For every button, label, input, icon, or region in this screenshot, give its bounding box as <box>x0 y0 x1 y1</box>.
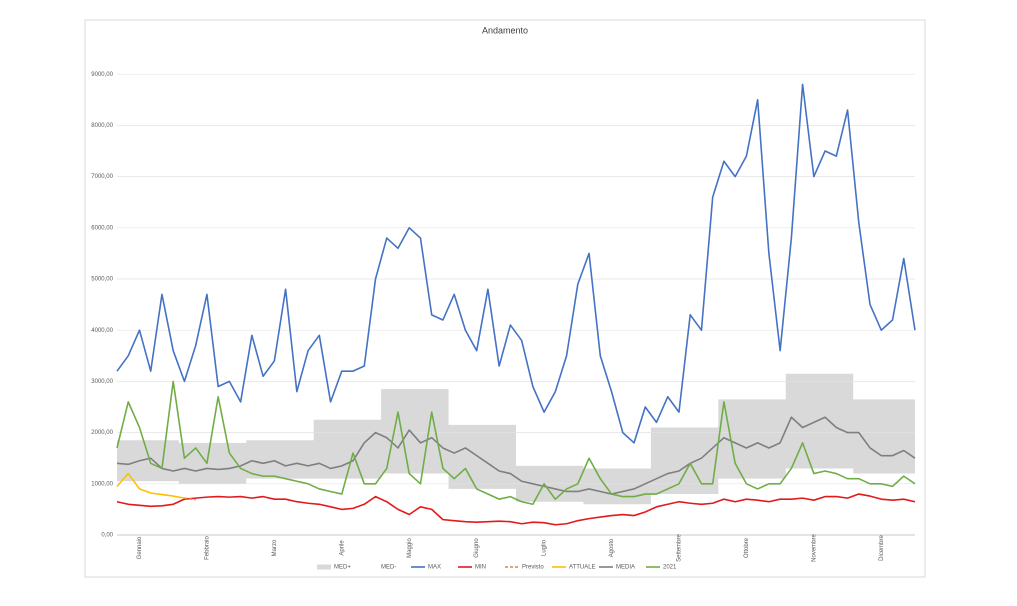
legend-label: MED+ <box>334 565 351 571</box>
chart-title: Andamento <box>482 25 528 35</box>
x-tick-label: Ottobre <box>744 537 750 558</box>
x-tick-label: Luglio <box>542 539 548 556</box>
x-tick-label: Febbraio <box>204 536 210 560</box>
series-line <box>116 472 185 499</box>
series-line <box>184 497 196 501</box>
legend-swatch <box>364 564 378 570</box>
series-line <box>116 380 916 506</box>
legend-label: MED- <box>381 565 396 571</box>
series-line <box>116 83 916 444</box>
x-tick-label: Agosto <box>609 538 615 557</box>
legend-swatch <box>317 564 331 570</box>
series-line <box>116 416 916 495</box>
band-area <box>117 373 915 505</box>
y-tick-label: 8000,00 <box>91 123 113 129</box>
legend-label: MIN <box>475 565 486 571</box>
areas <box>117 373 915 535</box>
x-tick-label: Gennaio <box>137 536 143 559</box>
x-tick-label: Settembre <box>677 534 683 562</box>
y-tick-label: 0,00 <box>101 533 113 539</box>
y-tick-label: 1000,00 <box>91 481 113 487</box>
legend-label: ATTUALE <box>569 565 596 571</box>
legend-label: Previsto <box>522 565 544 571</box>
y-tick-label: 4000,00 <box>91 328 113 334</box>
x-tick-label: Dicembre <box>879 535 885 561</box>
lines <box>116 83 916 526</box>
y-tick-label: 5000,00 <box>91 277 113 283</box>
legend-label: MEDIA <box>616 565 635 571</box>
x-tick-label: Giugno <box>474 538 480 558</box>
x-tick-label: Maggio <box>407 538 413 558</box>
y-tick-label: 2000,00 <box>91 430 113 436</box>
x-tick-label: Aprile <box>339 540 345 556</box>
legend-label: 2021 <box>663 565 677 571</box>
x-tick-label: Novembre <box>811 534 817 562</box>
y-tick-label: 6000,00 <box>91 225 113 231</box>
series-line <box>116 493 916 526</box>
y-tick-label: 9000,00 <box>91 72 113 78</box>
grid <box>117 73 915 536</box>
x-tick-label: Marzo <box>272 539 278 556</box>
legend-label: MAX <box>428 565 441 571</box>
y-tick-label: 7000,00 <box>91 174 113 180</box>
y-tick-label: 3000,00 <box>91 379 113 385</box>
